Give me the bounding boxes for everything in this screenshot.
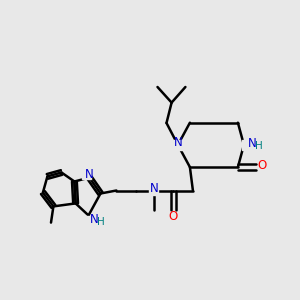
Bar: [259, 163, 266, 171]
Text: N: N: [248, 136, 256, 150]
Text: H: H: [97, 217, 105, 227]
Bar: [83, 216, 98, 224]
Bar: [149, 186, 158, 195]
Text: N: N: [149, 182, 158, 195]
Bar: [82, 170, 91, 179]
Text: N: N: [173, 136, 182, 149]
Text: N: N: [90, 213, 99, 226]
Text: O: O: [169, 209, 178, 223]
Bar: [170, 212, 177, 219]
Text: O: O: [258, 159, 267, 172]
Text: H: H: [255, 141, 262, 151]
Bar: [242, 140, 258, 150]
Bar: [173, 140, 183, 150]
Text: N: N: [84, 168, 93, 181]
